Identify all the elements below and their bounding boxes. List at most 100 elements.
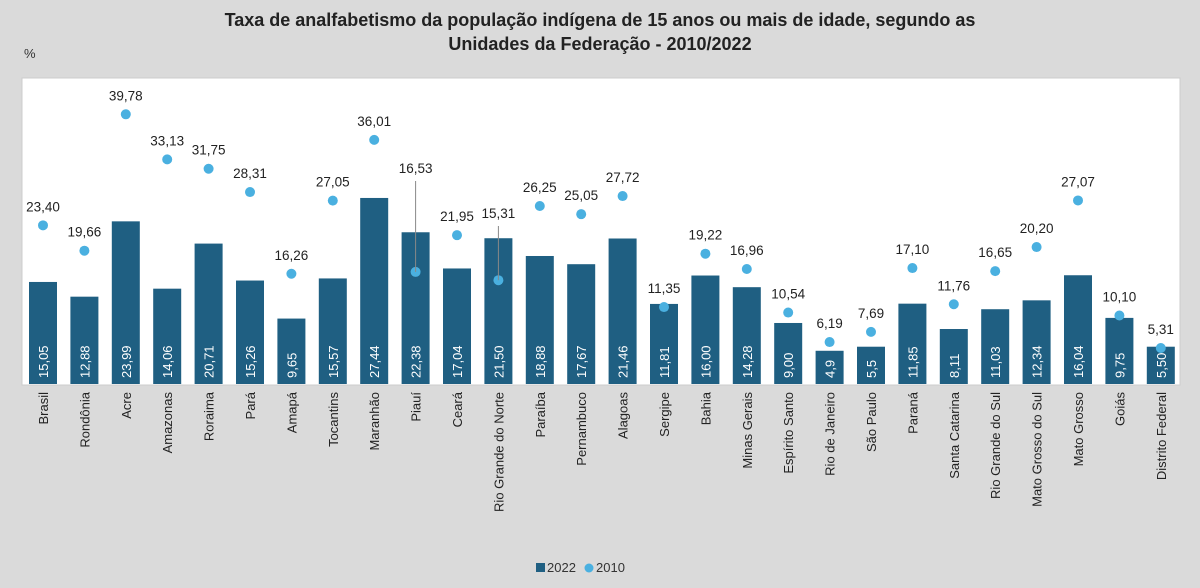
bar-2022 <box>1105 317 1134 384</box>
bar-value-label: 9,00 <box>781 353 796 378</box>
dot-2010 <box>1114 310 1125 321</box>
bar-value-label: 17,04 <box>450 345 465 378</box>
dot-value-label: 5,31 <box>1148 322 1174 337</box>
dot-2010 <box>741 264 752 275</box>
dot-2010 <box>948 299 959 310</box>
x-tick-label: Santa Catarina <box>947 391 962 478</box>
dot-2010 <box>617 191 628 202</box>
x-tick-label: Minas Gerais <box>740 392 755 469</box>
dot-value-label: 16,26 <box>275 248 309 263</box>
dot-2010 <box>327 195 338 206</box>
x-tick-label: Rio Grande do Norte <box>491 392 506 512</box>
dot-2010 <box>452 230 462 241</box>
bar-value-label: 15,57 <box>326 345 341 378</box>
dot-value-label: 17,10 <box>896 242 930 257</box>
x-tick-label: Brasil <box>36 392 51 425</box>
x-tick-label: Piauí <box>409 392 424 422</box>
dot-2010 <box>369 134 380 145</box>
x-tick-label: Espírito Santo <box>781 392 796 474</box>
bar-value-label: 16,00 <box>698 345 713 378</box>
bar-2022 <box>1064 275 1092 384</box>
dot-2010 <box>286 268 297 279</box>
dot-value-label: 7,69 <box>858 306 884 321</box>
bar-value-label: 15,05 <box>36 345 51 378</box>
dot-value-label: 27,72 <box>606 170 640 185</box>
x-tick-label: Pernambuco <box>574 392 589 466</box>
bar-2022 <box>981 309 1010 384</box>
bar-2022 <box>29 281 57 384</box>
x-tick-label: Roraima <box>202 391 217 441</box>
bar-2022 <box>194 243 223 384</box>
bar-value-label: 21,46 <box>616 345 631 378</box>
bar-2022 <box>1022 300 1051 384</box>
dot-value-label: 20,20 <box>1020 221 1054 236</box>
bar-2022 <box>70 296 99 384</box>
dot-2010 <box>38 220 48 231</box>
x-tick-label: Amazonas <box>160 392 175 454</box>
bar-2022 <box>815 350 844 384</box>
dot-2010 <box>824 337 835 348</box>
dot-value-label: 6,19 <box>816 316 842 331</box>
x-tick-label: Amapá <box>284 391 299 433</box>
x-tick-label: Mato Grosso do Sul <box>1030 392 1045 507</box>
dot-value-label: 16,53 <box>399 161 433 176</box>
legend-label-2010: 2010 <box>596 560 625 575</box>
bar-2022 <box>277 318 306 384</box>
bar-value-label: 8,11 <box>947 354 962 378</box>
bar-2022 <box>236 280 264 384</box>
x-tick-label: Distrito Federal <box>1154 392 1169 480</box>
dot-value-label: 23,40 <box>26 199 60 214</box>
chart-title-line-2: Unidades da Federação - 2010/2022 <box>448 34 751 54</box>
bar-value-label: 5,50 <box>1154 353 1169 378</box>
bar-2022 <box>898 303 927 384</box>
dot-value-label: 25,05 <box>564 188 598 203</box>
bar-value-label: 14,28 <box>740 345 755 378</box>
bar-value-label: 27,44 <box>367 345 382 378</box>
legend-swatch-2010 <box>584 563 594 573</box>
dot-value-label: 27,05 <box>316 175 350 190</box>
bar-2022 <box>857 346 885 384</box>
dot-2010 <box>659 302 669 313</box>
dot-2010 <box>534 201 545 212</box>
bar-value-label: 9,75 <box>1112 353 1127 378</box>
x-tick-label: Rio de Janeiro <box>823 392 838 476</box>
dot-value-label: 26,25 <box>523 180 557 195</box>
bar-value-label: 21,50 <box>491 345 506 378</box>
bar-value-label: 12,34 <box>1030 345 1045 378</box>
x-tick-label: Bahia <box>698 391 713 425</box>
dot-value-label: 19,22 <box>689 228 723 243</box>
x-tick-label: Sergipe <box>657 392 672 437</box>
x-tick-label: Paraíba <box>533 391 548 437</box>
dot-value-label: 10,54 <box>771 287 805 302</box>
x-tick-label: Ceará <box>450 391 465 427</box>
x-tick-label: Goiás <box>1112 392 1127 426</box>
dot-2010 <box>79 245 90 256</box>
dot-value-label: 27,07 <box>1061 174 1095 189</box>
bar-value-label: 20,71 <box>202 345 217 378</box>
dot-value-label: 11,76 <box>937 278 970 293</box>
bar-2022 <box>691 275 720 384</box>
dot-2010 <box>1073 195 1083 206</box>
dot-value-label: 16,96 <box>730 243 764 258</box>
bar-2022 <box>111 221 140 384</box>
dot-2010 <box>203 163 214 174</box>
bar-value-label: 23,99 <box>119 345 134 378</box>
bar-value-label: 9,65 <box>284 353 299 378</box>
x-tick-label: Rio Grande do Sul <box>988 392 1003 499</box>
bar-2022 <box>525 255 554 384</box>
dot-value-label: 19,66 <box>68 225 102 240</box>
x-tick-label: Mato Grosso <box>1071 392 1086 466</box>
bar-value-label: 16,04 <box>1071 345 1086 378</box>
dot-value-label: 11,35 <box>648 281 681 296</box>
dot-value-label: 28,31 <box>233 166 267 181</box>
dot-value-label: 10,10 <box>1103 290 1137 305</box>
legend: 2022 2010 <box>536 560 625 575</box>
bar-2022 <box>774 322 803 384</box>
bar-value-label: 14,06 <box>160 345 175 378</box>
dot-2010 <box>700 248 711 259</box>
bar-value-label: 5,5 <box>864 360 879 378</box>
bar-2022 <box>650 303 678 384</box>
bar-2022 <box>567 264 596 384</box>
dot-2010 <box>990 266 1001 277</box>
